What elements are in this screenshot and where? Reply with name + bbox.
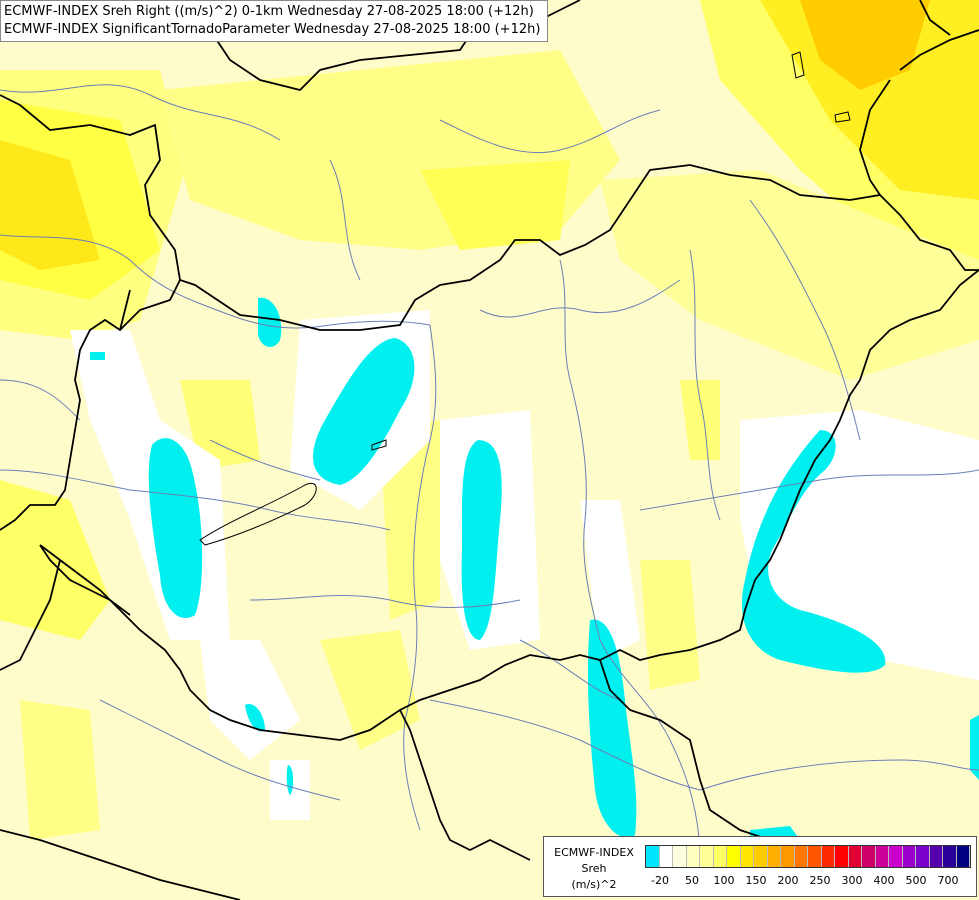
legend-swatch (902, 846, 916, 867)
legend-swatch (727, 846, 741, 867)
legend-swatch (875, 846, 889, 867)
legend-swatch (821, 846, 835, 867)
legend-swatch (956, 846, 970, 867)
legend-source: ECMWF-INDEX (554, 846, 634, 859)
legend-tick-label: 200 (777, 874, 799, 887)
legend-swatch (740, 846, 754, 867)
legend-swatch (767, 846, 781, 867)
legend-tick-label: 400 (873, 874, 895, 887)
color-legend: ECMWF-INDEX Sreh (m/s)^2 -20 50 100 150 200 2… (543, 836, 977, 897)
legend-swatch (808, 846, 822, 867)
sreh-yellow-zones (0, 0, 979, 840)
rivers (0, 84, 979, 861)
legend-color-scale (645, 845, 971, 868)
legend-tick-label: 500 (905, 874, 927, 887)
legend-swatch (929, 846, 943, 867)
legend-swatch (943, 846, 957, 867)
sreh-cyan-zones (90, 297, 979, 842)
legend-swatch (794, 846, 808, 867)
map-title-box: ECMWF-INDEX Sreh Right ((m/s)^2) 0-1km W… (0, 0, 548, 42)
legend-unit: (m/s)^2 (571, 878, 617, 891)
lakes (199, 51, 851, 546)
legend-tick-label: 250 (809, 874, 831, 887)
legend-swatch (889, 846, 903, 867)
legend-swatch (673, 846, 687, 867)
legend-tick-label: 50 (685, 874, 699, 887)
legend-swatch (916, 846, 930, 867)
legend-swatch (659, 846, 673, 867)
legend-tick-label: 300 (841, 874, 863, 887)
legend-tick-label: 150 (745, 874, 767, 887)
legend-parameter: Sreh (581, 862, 607, 875)
legend-swatch (686, 846, 700, 867)
legend-swatch (646, 846, 660, 867)
legend-tick-label: 100 (713, 874, 735, 887)
legend-tick-label: 700 (937, 874, 959, 887)
legend-swatch (862, 846, 876, 867)
map-title-line1: ECMWF-INDEX Sreh Right ((m/s)^2) 0-1km W… (4, 4, 534, 19)
legend-ticks: -20 50 100 150 200 250 300 400 500 700 (645, 874, 975, 888)
legend-swatch (848, 846, 862, 867)
legend-swatch (754, 846, 768, 867)
legend-swatch (835, 846, 849, 867)
legend-swatch (700, 846, 714, 867)
legend-tick-label: -20 (651, 874, 669, 887)
legend-swatch (781, 846, 795, 867)
legend-swatch (713, 846, 727, 867)
map-title-line2: ECMWF-INDEX SignificantTornadoParameter … (4, 22, 541, 37)
